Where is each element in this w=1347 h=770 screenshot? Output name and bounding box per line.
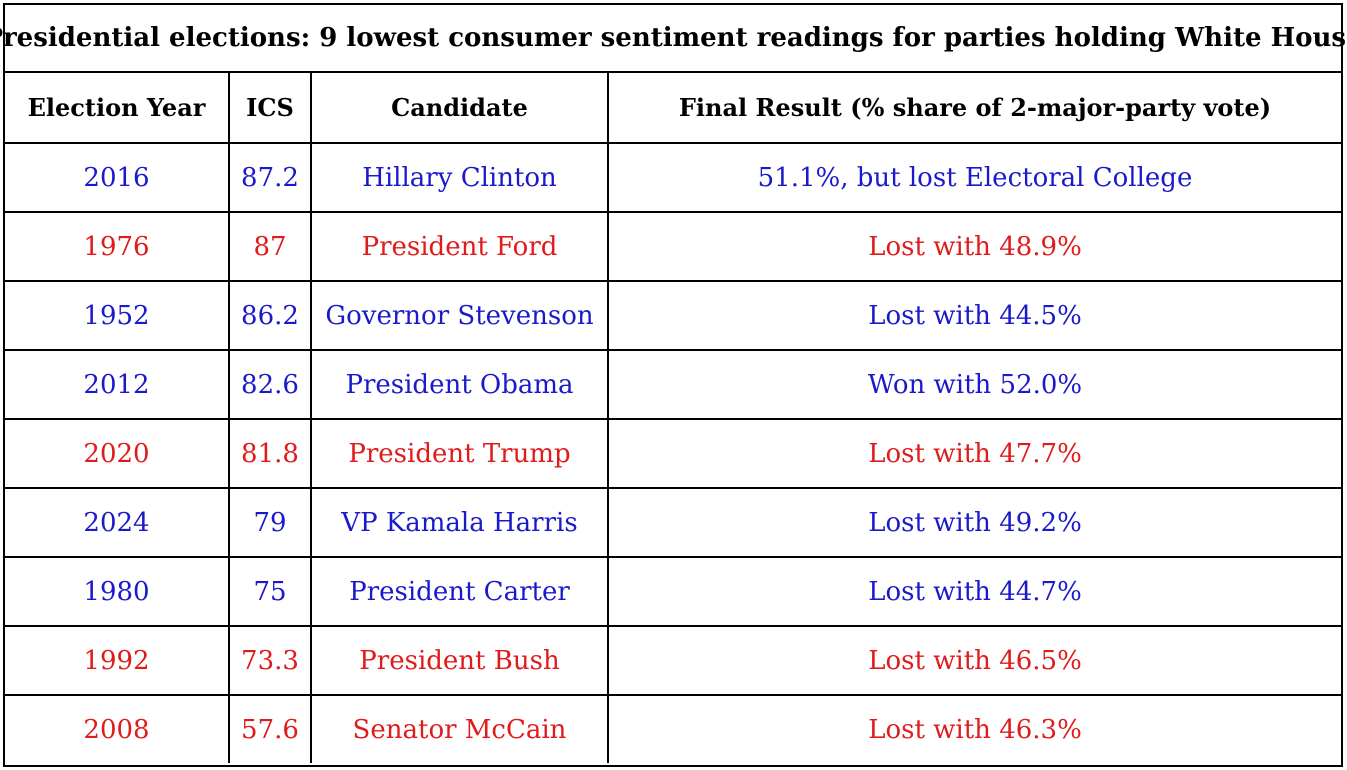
cell-candidate: President Obama: [310, 349, 609, 420]
cell-final-result: Lost with 46.3%: [607, 694, 1341, 763]
cell-candidate: President Bush: [310, 625, 609, 696]
table-body: 2016 87.2 Hillary Clinton 51.1%, but lost E…: [5, 142, 1341, 763]
cell-candidate: Hillary Clinton: [310, 142, 609, 213]
table-row: 2012 82.6 President Obama Won with 52.0%: [5, 349, 1341, 420]
cell-election-year: 2016: [5, 142, 230, 213]
cell-ics: 82.6: [228, 349, 312, 420]
cell-final-result: Won with 52.0%: [607, 349, 1341, 420]
header-candidate: Candidate: [310, 73, 609, 144]
cell-candidate: President Ford: [310, 211, 609, 282]
cell-ics: 79: [228, 487, 312, 558]
cell-ics: 75: [228, 556, 312, 627]
cell-final-result: Lost with 48.9%: [607, 211, 1341, 282]
header-election-year: Election Year: [5, 73, 230, 144]
cell-candidate: Governor Stevenson: [310, 280, 609, 351]
cell-election-year: 2008: [5, 694, 230, 763]
cell-candidate: President Trump: [310, 418, 609, 489]
cell-final-result: 51.1%, but lost Electoral College: [607, 142, 1341, 213]
cell-ics: 81.8: [228, 418, 312, 489]
cell-candidate: President Carter: [310, 556, 609, 627]
cell-ics: 87.2: [228, 142, 312, 213]
table-row: 2024 79 VP Kamala Harris Lost with 49.2%: [5, 487, 1341, 558]
cell-ics: 73.3: [228, 625, 312, 696]
cell-final-result: Lost with 44.5%: [607, 280, 1341, 351]
cell-final-result: Lost with 49.2%: [607, 487, 1341, 558]
cell-election-year: 2024: [5, 487, 230, 558]
cell-final-result: Lost with 47.7%: [607, 418, 1341, 489]
cell-election-year: 1980: [5, 556, 230, 627]
header-ics: ICS: [228, 73, 312, 144]
cell-candidate: VP Kamala Harris: [310, 487, 609, 558]
cell-final-result: Lost with 44.7%: [607, 556, 1341, 627]
cell-election-year: 2012: [5, 349, 230, 420]
table-row: 1992 73.3 President Bush Lost with 46.5%: [5, 625, 1341, 696]
table-row: 1976 87 President Ford Lost with 48.9%: [5, 211, 1341, 282]
cell-candidate: Senator McCain: [310, 694, 609, 763]
table-row: 2016 87.2 Hillary Clinton 51.1%, but lost E…: [5, 142, 1341, 213]
cell-election-year: 2020: [5, 418, 230, 489]
cell-election-year: 1976: [5, 211, 230, 282]
sentiment-table-container: Presidential elections: 9 lowest consume…: [0, 3, 1347, 767]
sentiment-table: Election Year ICS Candidate Final Result…: [5, 73, 1341, 763]
header-row: Election Year ICS Candidate Final Result…: [5, 73, 1341, 144]
cell-final-result: Lost with 46.5%: [607, 625, 1341, 696]
table-row: 1952 86.2 Governor Stevenson Lost with 44.5…: [5, 280, 1341, 351]
header-final-result: Final Result (% share of 2-major-party v…: [607, 73, 1341, 144]
cell-ics: 86.2: [228, 280, 312, 351]
cell-election-year: 1952: [5, 280, 230, 351]
cell-ics: 57.6: [228, 694, 312, 763]
table-row: 2020 81.8 President Trump Lost with 47.7%: [5, 418, 1341, 489]
table-title: Presidential elections: 9 lowest consume…: [0, 5, 1347, 73]
table-row: 2008 57.6 Senator McCain Lost with 46.3%: [5, 694, 1341, 763]
cell-election-year: 1992: [5, 625, 230, 696]
table-row: 1980 75 President Carter Lost with 44.7%: [5, 556, 1341, 627]
cell-ics: 87: [228, 211, 312, 282]
